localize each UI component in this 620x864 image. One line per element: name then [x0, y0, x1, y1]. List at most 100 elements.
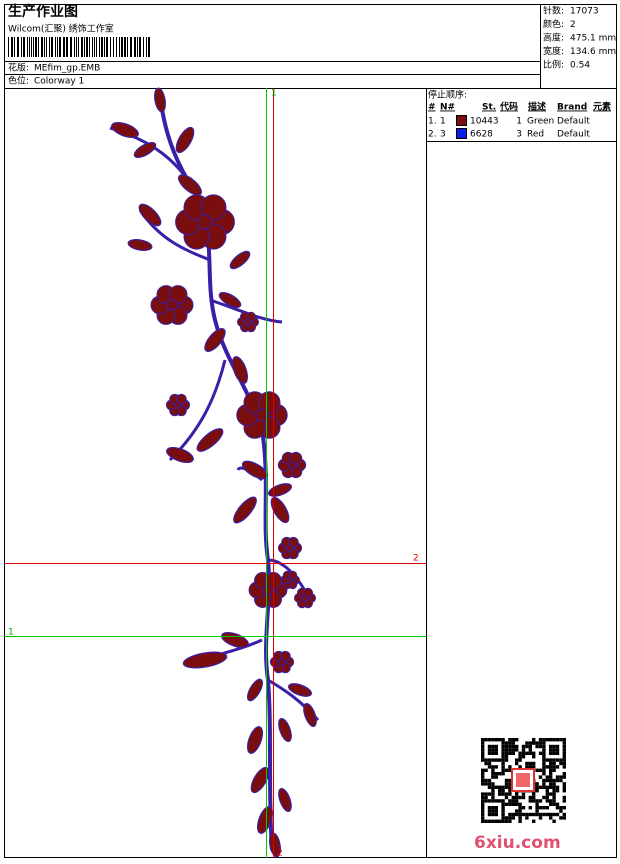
leaf — [127, 239, 153, 251]
qr-cell — [518, 758, 522, 762]
qr-cell — [504, 741, 509, 745]
flower-center — [286, 544, 294, 552]
column-header: 描述 — [528, 101, 546, 113]
qr-cell — [535, 812, 539, 817]
qr-cell — [491, 748, 495, 752]
qr-cell — [481, 748, 485, 752]
qr-cell — [481, 782, 485, 786]
stat-value: 17073 — [570, 7, 599, 17]
qr-cell — [552, 799, 556, 803]
qr-cell — [508, 751, 512, 755]
qr-cell — [491, 806, 495, 810]
qr-cell — [549, 761, 553, 766]
qr-cell — [562, 799, 566, 803]
stat-value: 0.54 — [570, 61, 590, 71]
qr-cell — [542, 765, 546, 769]
embroidery-design — [109, 87, 320, 858]
qr-cell — [542, 772, 546, 776]
qr-cell — [501, 792, 505, 796]
qr-cell — [528, 765, 532, 769]
qr-cell — [481, 751, 485, 755]
qr-cell — [538, 785, 543, 789]
subtitle: Wilcom(汇聚) 绣饰工作室 — [8, 23, 114, 35]
qr-cell — [549, 792, 553, 796]
bar — [137, 37, 138, 57]
qr-cell — [542, 782, 546, 786]
leaf — [154, 87, 166, 113]
stat-label: 针数: — [543, 5, 564, 17]
bar — [104, 37, 105, 57]
qr-cell — [501, 816, 505, 820]
bar — [66, 37, 68, 57]
bar — [31, 37, 32, 57]
leaf — [138, 203, 162, 227]
flower-center — [288, 461, 296, 469]
stat-value: 2 — [570, 20, 576, 30]
flower-center — [278, 658, 286, 666]
qr-cell — [538, 799, 543, 803]
qr-cell — [487, 785, 492, 789]
qr-cell — [508, 812, 512, 817]
qr-cell — [555, 775, 560, 779]
bar — [127, 37, 128, 57]
qr-cell — [552, 758, 556, 762]
qr-cell — [562, 751, 566, 755]
qr-cell — [535, 802, 539, 806]
qr-cell — [487, 778, 492, 783]
qr-cell — [501, 806, 505, 810]
qr-cell — [521, 744, 526, 749]
qr-cell — [491, 799, 495, 803]
qr-cell — [555, 785, 560, 789]
bar — [76, 37, 77, 57]
qr-cell — [518, 751, 522, 755]
qr-cell — [508, 765, 512, 769]
bar — [148, 37, 150, 57]
qr-cell — [481, 802, 485, 806]
qr-code — [481, 738, 566, 823]
qr-cell — [504, 802, 509, 806]
guide-label: 1 — [271, 89, 277, 99]
qr-cell — [518, 812, 522, 817]
qr-cell — [481, 775, 485, 779]
qr-cell — [532, 799, 536, 803]
qr-cell — [525, 761, 529, 766]
qr-cell — [487, 744, 492, 749]
qr-cell — [511, 816, 515, 820]
leaf — [278, 787, 292, 813]
qr-cell — [549, 738, 553, 742]
leaf — [229, 250, 251, 270]
column-header: N# — [440, 103, 455, 113]
row-index: 1. — [428, 117, 437, 127]
qr-cell — [535, 789, 539, 793]
qr-cell — [491, 768, 495, 772]
qr-cell — [515, 802, 519, 806]
qr-cell — [494, 765, 498, 769]
qr-cell — [515, 812, 519, 817]
qr-cell — [501, 765, 505, 769]
stats: 针数: 17073 颜色: 2 高度: 475.1 mm 宽度: 134.6 mm 比例: 0.5… — [543, 5, 616, 71]
qr-cell — [549, 799, 553, 803]
qr-cell — [542, 738, 546, 742]
qr-cell — [481, 758, 485, 762]
qr-cell — [528, 761, 532, 766]
bar — [38, 37, 39, 57]
qr-cell — [521, 806, 526, 810]
bar — [74, 37, 75, 57]
qr-cell — [508, 802, 512, 806]
qr-cell — [481, 806, 485, 810]
qr-cell — [542, 812, 546, 817]
qr-cell — [518, 755, 522, 759]
qr-cell — [549, 772, 553, 776]
qr-cell — [538, 806, 543, 810]
qr-cell — [555, 765, 560, 769]
qr-cell — [518, 809, 522, 813]
qr-cell — [481, 738, 485, 742]
qr-cell — [484, 761, 488, 766]
qr-cell — [501, 785, 505, 789]
flower-center — [255, 408, 269, 422]
qr-cell — [491, 744, 495, 749]
qr-cell — [491, 785, 495, 789]
qr-cell — [535, 806, 539, 810]
qr-cell — [491, 738, 495, 742]
